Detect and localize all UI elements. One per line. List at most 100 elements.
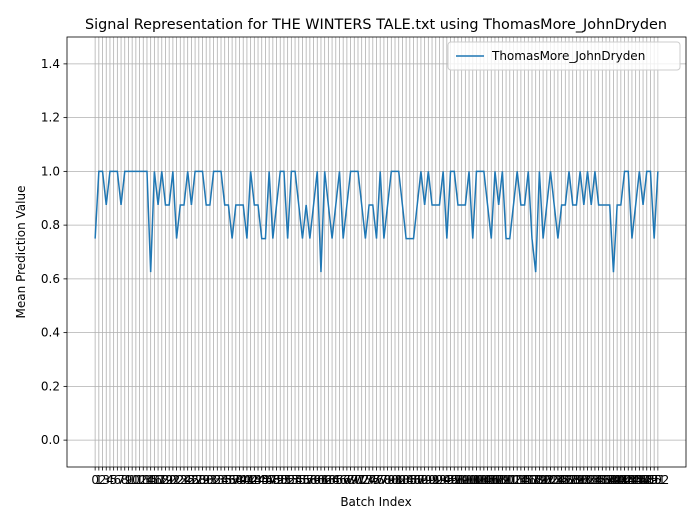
x-tick-label: 68 [339,473,354,487]
x-tick-label: 53 [284,473,299,487]
x-tick-label: 36 [221,473,236,487]
x-tick-label: 70 [347,473,362,487]
x-tick-label: 146 [624,473,647,487]
x-tick-label: 95 [439,473,454,487]
x-tick-label: 87 [410,473,425,487]
y-tick-label: 0.6 [41,272,60,286]
x-tick-label: 91 [424,473,439,487]
x-tick-label: 18 [154,473,169,487]
x-tick-label: 139 [598,473,621,487]
x-tick-label: 24 [176,473,191,487]
x-tick-label: 30 [199,473,214,487]
x-tick-label: 49 [269,473,284,487]
x-tick-label: 54 [287,473,302,487]
x-tick-label: 138 [595,473,618,487]
x-tick-label: 5 [110,473,118,487]
x-tick-label: 9 [125,473,133,487]
x-tick-label: 83 [395,473,410,487]
x-tick-label: 108 [484,473,507,487]
legend-box [447,41,681,71]
x-tick-label: 1 [95,473,103,487]
x-tick-label: 4 [106,473,114,487]
x-tick-label: 14 [139,473,154,487]
x-tick-label: 78 [376,473,391,487]
x-tick-label: 44 [250,473,265,487]
x-tick-label: 15 [143,473,158,487]
x-tick-label: 72 [354,473,369,487]
x-tick-label: 65 [328,473,343,487]
x-tick-label: 2 [99,473,107,487]
x-tick-label: 41 [239,473,254,487]
x-tick-label: 100 [454,473,477,487]
x-tick-label: 106 [476,473,499,487]
x-tick-label: 57 [299,473,314,487]
legend: ThomasMore_JohnDryden [447,41,681,71]
x-tick-label: 71 [350,473,365,487]
x-tick-label: 21 [165,473,180,487]
x-tick-label: 63 [321,473,336,487]
x-tick-label: 96 [443,473,458,487]
x-tick-label: 7 [117,473,125,487]
x-tick-label: 47 [261,473,276,487]
x-tick-label: 84 [398,473,413,487]
x-tick-label: 105 [472,473,495,487]
x-tick-label: 61 [313,473,328,487]
x-tick-label: 152 [646,473,669,487]
x-tick-label: 76 [369,473,384,487]
x-tick-label: 8 [121,473,129,487]
x-tick-label: 109 [487,473,510,487]
x-tick-label: 123 [539,473,562,487]
x-tick-label: 132 [572,473,595,487]
x-tick-label: 27 [187,473,202,487]
x-tick-label: 133 [576,473,599,487]
y-tick-label: 1.2 [41,111,60,125]
plot-frame [66,36,687,468]
x-tick-label: 13 [136,473,151,487]
x-tick-label: 93 [432,473,447,487]
x-tick-label: 6 [114,473,122,487]
x-tick-label: 118 [521,473,544,487]
x-tick-label: 22 [169,473,184,487]
x-tick-label: 143 [613,473,636,487]
x-tick-label: 151 [643,473,666,487]
x-tick-label: 92 [428,473,443,487]
x-tick-label: 103 [465,473,488,487]
x-tick-label: 137 [591,473,614,487]
x-tick-label: 111 [495,473,518,487]
x-tick-label: 129 [561,473,584,487]
x-tick-label: 52 [280,473,295,487]
x-tick-label: 11 [128,473,143,487]
x-tick-label: 131 [569,473,592,487]
x-tick-label: 29 [195,473,210,487]
x-tick-label: 64 [324,473,339,487]
x-tick-label: 28 [191,473,206,487]
x-tick-label: 40 [236,473,251,487]
y-tick-label: 0.4 [41,326,60,340]
x-tick-label: 130 [565,473,588,487]
x-tick-label: 122 [535,473,558,487]
x-tick-label: 113 [502,473,525,487]
x-tick-label: 119 [524,473,547,487]
x-tick-label: 23 [173,473,188,487]
x-tick-label: 67 [336,473,351,487]
x-tick-label: 124 [543,473,566,487]
x-tick-label: 55 [291,473,306,487]
x-tick-label: 110 [491,473,514,487]
x-tick-label: 58 [302,473,317,487]
x-tick-label: 88 [413,473,428,487]
x-tick-label: 20 [162,473,177,487]
x-tick-label: 136 [587,473,610,487]
x-tick-label: 79 [380,473,395,487]
x-tick-label: 73 [358,473,373,487]
y-tick-label: 0.0 [41,433,60,447]
x-tick-label: 48 [265,473,280,487]
x-tick-label: 39 [232,473,247,487]
x-tick-label: 12 [132,473,147,487]
x-tick-label: 89 [417,473,432,487]
x-tick-label: 82 [391,473,406,487]
x-tick-label: 50 [273,473,288,487]
x-tick-label: 115 [509,473,532,487]
x-tick-label: 120 [528,473,551,487]
x-tick-label: 101 [458,473,481,487]
